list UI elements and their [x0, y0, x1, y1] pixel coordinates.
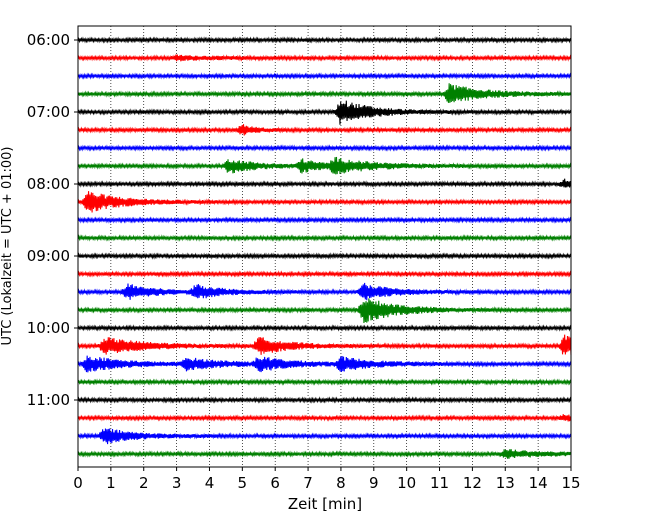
y-tick-label: 06:00: [27, 31, 70, 49]
x-tick-label: 2: [139, 474, 149, 492]
x-tick-label: 3: [172, 474, 182, 492]
y-tick-label: 08:00: [27, 175, 70, 193]
trace-line: [77, 252, 572, 260]
trace-line: [77, 396, 572, 404]
x-tick-label: 9: [369, 474, 379, 492]
x-tick-label: 1: [106, 474, 116, 492]
trace-line: [77, 36, 572, 44]
x-tick-label: 7: [303, 474, 313, 492]
y-tick-label: 07:00: [27, 103, 70, 121]
trace-line: [77, 178, 572, 188]
x-tick-label: 8: [336, 474, 346, 492]
x-tick-label: 14: [529, 474, 548, 492]
x-tick-label: 4: [205, 474, 215, 492]
trace-line: [77, 191, 572, 213]
x-axis-label: Zeit [min]: [288, 495, 362, 513]
x-tick-label: 11: [430, 474, 449, 492]
trace-line: [77, 216, 572, 224]
y-tick-label: 11:00: [27, 391, 70, 409]
trace-line: [77, 414, 572, 422]
trace-line: [77, 144, 572, 152]
trace-line: [77, 334, 572, 355]
x-tick-label: 6: [270, 474, 280, 492]
trace-line: [77, 124, 572, 136]
y-axis-label: UTC (Lokalzeit = UTC + 01:00): [0, 147, 15, 346]
trace-line: [77, 282, 572, 301]
trace-line: [77, 428, 572, 445]
trace-line: [77, 298, 572, 324]
y-tick-label: 10:00: [27, 319, 70, 337]
x-tick-label: 15: [561, 474, 580, 492]
trace-line: [77, 270, 572, 278]
x-tick-label: 10: [397, 474, 416, 492]
trace-line: [77, 355, 572, 373]
trace-line: [77, 449, 572, 459]
trace-line: [77, 378, 572, 386]
trace-line: [77, 324, 572, 332]
x-tick-label: 5: [238, 474, 248, 492]
y-axis-ticks: 06:00 07:00 08:00 09:00 10:00 11:00: [27, 31, 78, 409]
plot-frame: [77, 25, 572, 468]
trace-line: [77, 72, 572, 80]
trace-line: [77, 156, 572, 175]
y-tick-label: 09:00: [27, 247, 70, 265]
x-axis-ticks: 0 1 2 3 4 5 6 7 8 9 10 11 12 13 14 15: [73, 467, 581, 492]
trace-line: [77, 100, 572, 125]
x-tick-label: 13: [496, 474, 515, 492]
trace-line: [77, 234, 572, 242]
x-tick-label: 0: [73, 474, 83, 492]
trace-line: [77, 83, 572, 103]
traces: [77, 36, 572, 459]
trace-line: [77, 54, 572, 62]
x-tick-label: 12: [463, 474, 482, 492]
